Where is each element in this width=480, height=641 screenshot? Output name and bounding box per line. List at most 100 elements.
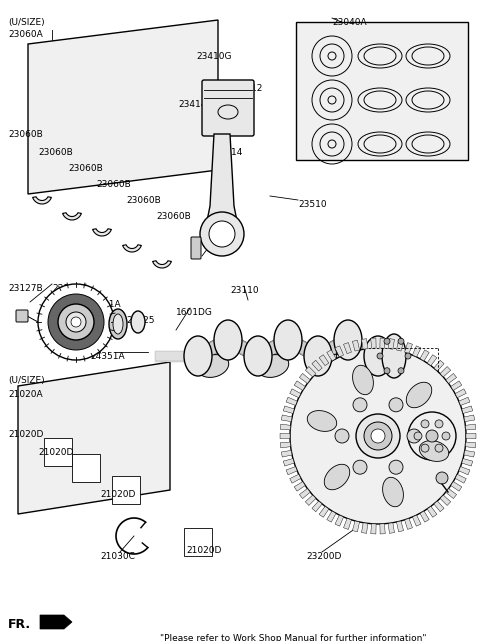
Polygon shape bbox=[93, 229, 111, 236]
Ellipse shape bbox=[364, 336, 392, 376]
Polygon shape bbox=[300, 488, 310, 499]
Ellipse shape bbox=[420, 440, 449, 462]
Polygon shape bbox=[371, 524, 376, 534]
Text: 23414: 23414 bbox=[178, 100, 206, 109]
Polygon shape bbox=[434, 360, 444, 371]
Text: 21020A: 21020A bbox=[8, 390, 43, 399]
Ellipse shape bbox=[184, 336, 212, 376]
Polygon shape bbox=[412, 515, 421, 526]
Circle shape bbox=[290, 348, 466, 524]
Polygon shape bbox=[78, 397, 98, 405]
Polygon shape bbox=[405, 519, 412, 529]
Polygon shape bbox=[327, 511, 336, 522]
Polygon shape bbox=[120, 397, 140, 405]
Polygon shape bbox=[36, 403, 56, 411]
Text: 23513: 23513 bbox=[202, 240, 230, 249]
Polygon shape bbox=[335, 346, 344, 357]
Circle shape bbox=[405, 353, 411, 359]
Polygon shape bbox=[319, 506, 329, 517]
Polygon shape bbox=[427, 506, 437, 517]
Circle shape bbox=[389, 460, 403, 474]
Text: 1601DG: 1601DG bbox=[176, 308, 213, 317]
Polygon shape bbox=[280, 424, 291, 430]
Polygon shape bbox=[122, 245, 142, 252]
Polygon shape bbox=[294, 481, 305, 491]
Polygon shape bbox=[143, 76, 165, 85]
Circle shape bbox=[389, 398, 403, 412]
Polygon shape bbox=[189, 545, 207, 552]
Polygon shape bbox=[153, 261, 171, 268]
FancyBboxPatch shape bbox=[202, 80, 254, 136]
Text: 23060A: 23060A bbox=[8, 30, 43, 39]
Polygon shape bbox=[109, 76, 131, 85]
Polygon shape bbox=[459, 467, 470, 475]
Text: 21020D: 21020D bbox=[186, 546, 221, 555]
Text: 23410G: 23410G bbox=[196, 52, 231, 61]
Polygon shape bbox=[75, 128, 97, 137]
Polygon shape bbox=[440, 495, 451, 506]
Polygon shape bbox=[41, 123, 63, 131]
Polygon shape bbox=[427, 354, 437, 365]
Circle shape bbox=[200, 212, 244, 256]
Text: 23060B: 23060B bbox=[38, 148, 73, 157]
Circle shape bbox=[371, 429, 385, 443]
Text: 21121A: 21121A bbox=[322, 352, 357, 361]
Polygon shape bbox=[455, 389, 466, 397]
Polygon shape bbox=[120, 403, 140, 411]
Polygon shape bbox=[464, 451, 475, 457]
Polygon shape bbox=[36, 447, 56, 454]
Polygon shape bbox=[388, 523, 395, 533]
Polygon shape bbox=[440, 367, 451, 377]
Polygon shape bbox=[455, 474, 466, 483]
Polygon shape bbox=[78, 442, 98, 449]
Polygon shape bbox=[319, 354, 329, 365]
Polygon shape bbox=[62, 213, 82, 220]
Polygon shape bbox=[75, 71, 97, 79]
Ellipse shape bbox=[131, 311, 145, 333]
Polygon shape bbox=[352, 521, 360, 532]
Polygon shape bbox=[36, 442, 56, 449]
Circle shape bbox=[398, 338, 404, 344]
Text: 23121A: 23121A bbox=[86, 300, 120, 309]
Ellipse shape bbox=[406, 382, 432, 408]
Text: 21020D: 21020D bbox=[38, 448, 73, 457]
Polygon shape bbox=[420, 511, 429, 522]
Text: 23200D: 23200D bbox=[306, 552, 341, 561]
Ellipse shape bbox=[324, 464, 350, 490]
FancyBboxPatch shape bbox=[72, 454, 100, 482]
Circle shape bbox=[398, 368, 404, 374]
Polygon shape bbox=[420, 350, 429, 361]
Ellipse shape bbox=[274, 320, 302, 360]
Polygon shape bbox=[446, 488, 456, 499]
Text: 23125: 23125 bbox=[126, 316, 155, 325]
Polygon shape bbox=[177, 128, 199, 137]
Ellipse shape bbox=[113, 314, 123, 334]
Text: 21020D: 21020D bbox=[8, 430, 43, 439]
FancyBboxPatch shape bbox=[44, 438, 72, 466]
Text: 23510: 23510 bbox=[298, 200, 326, 209]
Circle shape bbox=[377, 353, 383, 359]
Text: (U/SIZE): (U/SIZE) bbox=[8, 18, 45, 27]
Polygon shape bbox=[451, 381, 462, 390]
Polygon shape bbox=[290, 389, 301, 397]
Polygon shape bbox=[312, 360, 322, 371]
Text: 23060B: 23060B bbox=[68, 164, 103, 173]
Circle shape bbox=[421, 444, 429, 452]
Text: (U/SIZE): (U/SIZE) bbox=[8, 376, 45, 385]
Ellipse shape bbox=[244, 336, 272, 376]
Circle shape bbox=[384, 368, 390, 374]
Polygon shape bbox=[283, 406, 294, 413]
Circle shape bbox=[335, 429, 349, 443]
Circle shape bbox=[66, 312, 86, 332]
Polygon shape bbox=[41, 71, 63, 79]
FancyBboxPatch shape bbox=[16, 310, 28, 322]
Circle shape bbox=[426, 430, 438, 442]
Ellipse shape bbox=[383, 478, 403, 507]
Polygon shape bbox=[143, 128, 165, 137]
Text: 21020D: 21020D bbox=[100, 490, 135, 499]
Polygon shape bbox=[40, 615, 72, 629]
Polygon shape bbox=[36, 397, 56, 405]
Polygon shape bbox=[305, 367, 316, 377]
Text: 23122A: 23122A bbox=[52, 332, 86, 341]
Polygon shape bbox=[312, 501, 322, 512]
